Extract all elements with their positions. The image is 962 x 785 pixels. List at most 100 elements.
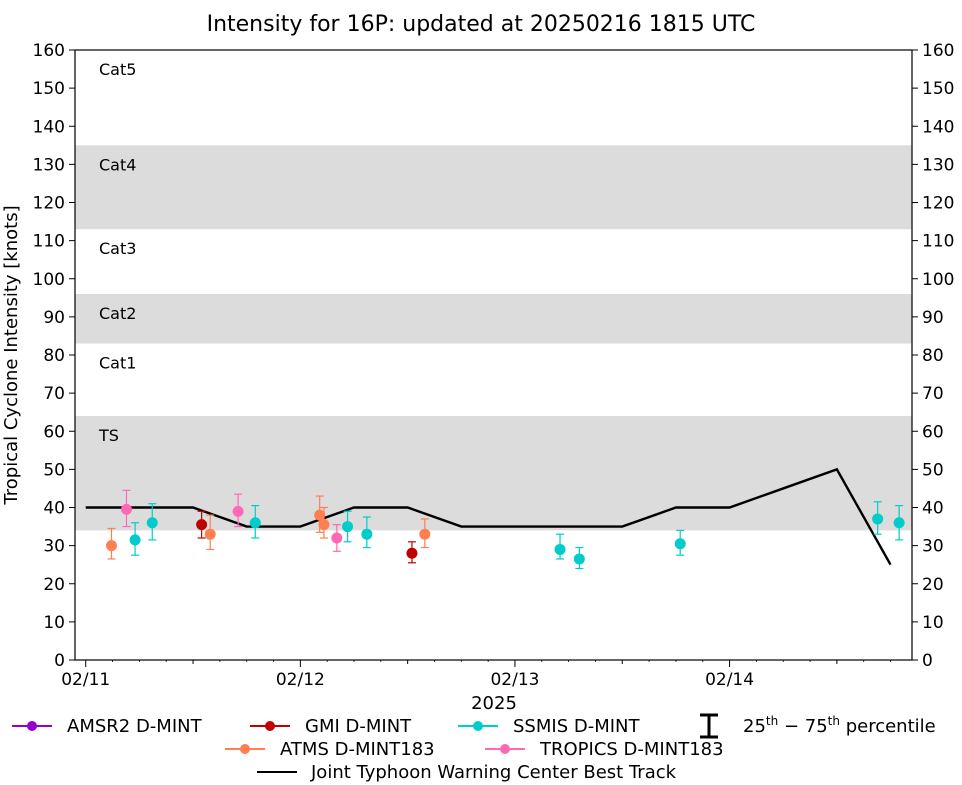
point-ssmis-d-mint [342, 510, 354, 543]
y-tick-label-left: 100 [33, 270, 65, 290]
point-ssmis-d-mint [872, 501, 884, 535]
marker-ssmis-d-mint [129, 534, 141, 546]
best-track-polyline [85, 467, 892, 566]
point-ssmis-d-mint [573, 546, 585, 570]
best-track-line [85, 467, 892, 566]
y-tick-label-left: 130 [33, 155, 65, 175]
marker-ssmis-d-mint [573, 553, 585, 565]
y-tick-label-right: 90 [922, 308, 944, 328]
band-cat4 [75, 145, 912, 230]
band-label-cat1: Cat1 [99, 354, 136, 373]
marker-ssmis-d-mint [249, 517, 261, 529]
point-atms-d-mint183 [105, 527, 117, 560]
intensity-estimates [105, 489, 905, 570]
band-label-cat3: Cat3 [99, 239, 136, 258]
y-tick-label-right: 0 [922, 651, 933, 671]
point-ssmis-d-mint [554, 533, 566, 560]
point-tropics-d-mint183 [331, 524, 343, 552]
point-tropics-d-mint183 [232, 493, 244, 528]
y-tick-label-right: 120 [922, 194, 954, 214]
legend-ssmis-marker [473, 721, 483, 731]
y-tick-label-left: 110 [33, 232, 65, 252]
point-tropics-d-mint183 [121, 489, 133, 528]
category-bands [75, 145, 912, 531]
legend: AMSR2 D-MINT GMI D-MINT SSMIS D-MINT 25t… [12, 713, 936, 783]
y-tick-label-left: 120 [33, 194, 65, 214]
y-tick-label-left: 30 [43, 537, 65, 557]
y-tick-label-left: 70 [43, 384, 65, 404]
y-tick-label-right: 110 [922, 232, 954, 252]
y-tick-label-right: 100 [922, 270, 954, 290]
y-tick-label-left: 140 [33, 117, 65, 137]
marker-tropics-d-mint183 [121, 503, 133, 515]
x-tick-label: 02/11 [61, 670, 110, 690]
legend-gmi-marker [265, 721, 275, 731]
y-tick-label-right: 160 [922, 41, 954, 61]
marker-ssmis-d-mint [146, 517, 158, 529]
band-label-cat4: Cat4 [99, 155, 136, 174]
y-tick-label-left: 150 [33, 79, 65, 99]
legend-ssmis-label: SSMIS D-MINT [513, 716, 640, 737]
legend-gmi-label: GMI D-MINT [305, 716, 412, 737]
y-tick-label-left: 80 [43, 346, 65, 366]
marker-gmi-d-mint [196, 519, 208, 531]
marker-ssmis-d-mint [872, 513, 884, 525]
marker-ssmis-d-mint [554, 543, 566, 555]
y-tick-label-left: 50 [43, 460, 65, 480]
marker-atms-d-mint183 [204, 528, 216, 540]
y-axis-left-ticks: 0 10 20 30 40 50 60 70 80 90 100 110 120 130 140 150 160 [33, 41, 75, 671]
y-tick-label-left: 40 [43, 499, 65, 519]
point-atms-d-mint183 [419, 518, 431, 549]
y-tick-label-right: 40 [922, 499, 944, 519]
category-band-labels: TS Cat1 Cat2 Cat3 Cat4 Cat5 [98, 60, 136, 445]
point-ssmis-d-mint [674, 529, 686, 556]
legend-amsr2-label: AMSR2 D-MINT [67, 716, 203, 737]
y-tick-label-left: 60 [43, 422, 65, 442]
legend-atms-marker [240, 744, 250, 754]
point-atms-d-mint183 [318, 506, 330, 539]
y-axis-label: Tropical Cyclone Intensity [knots] [1, 205, 22, 505]
legend-atms-label: ATMS D-MINT183 [280, 739, 435, 760]
x-axis-ticks: 02/11 02/12 02/13 02/14 [61, 660, 891, 690]
y-tick-label-right: 20 [922, 575, 944, 595]
y-tick-label-right: 10 [922, 613, 944, 633]
marker-tropics-d-mint183 [232, 505, 244, 517]
point-ssmis-d-mint [146, 503, 158, 541]
marker-ssmis-d-mint [893, 517, 905, 529]
y-tick-label-right: 50 [922, 460, 944, 480]
y-tick-label-right: 130 [922, 155, 954, 175]
band-ts [75, 416, 912, 531]
band-cat2 [75, 294, 912, 344]
point-gmi-d-mint [196, 510, 208, 539]
point-atms-d-mint183 [204, 514, 216, 551]
band-label-ts: TS [98, 426, 119, 445]
point-ssmis-d-mint [249, 504, 261, 539]
band-label-cat5: Cat5 [99, 60, 136, 79]
x-tick-label: 02/13 [490, 670, 539, 690]
legend-tropics-marker [500, 744, 510, 754]
legend-percentile-label: 25th − 75th percentile [743, 714, 936, 737]
x-tick-label: 02/12 [276, 670, 325, 690]
legend-amsr2-marker [27, 721, 37, 731]
marker-ssmis-d-mint [342, 521, 354, 533]
point-gmi-d-mint [406, 541, 418, 564]
legend-entry-amsr2: AMSR2 D-MINT [12, 716, 203, 737]
marker-atms-d-mint183 [318, 519, 330, 531]
legend-entry-best-track: Joint Typhoon Warning Center Best Track [257, 762, 677, 783]
band-label-cat2: Cat2 [99, 304, 136, 323]
legend-entry-tropics: TROPICS D-MINT183 [485, 739, 724, 760]
marker-ssmis-d-mint [674, 538, 686, 550]
y-tick-label-left: 20 [43, 575, 65, 595]
marker-gmi-d-mint [406, 547, 418, 559]
legend-entry-percentile: 25th − 75th percentile [700, 713, 936, 739]
marker-atms-d-mint183 [419, 528, 431, 540]
y-tick-label-left: 90 [43, 308, 65, 328]
y-tick-label-right: 150 [922, 79, 954, 99]
marker-tropics-d-mint183 [331, 532, 343, 544]
x-tick-label: 02/14 [705, 670, 754, 690]
y-axis-right-ticks: 0 10 20 30 40 50 60 70 80 90 100 110 120 130 140 150 160 [912, 41, 954, 671]
y-tick-label-left: 10 [43, 613, 65, 633]
legend-best-track-label: Joint Typhoon Warning Center Best Track [310, 762, 677, 783]
legend-entry-ssmis: SSMIS D-MINT [458, 716, 640, 737]
point-ssmis-d-mint [361, 516, 373, 549]
